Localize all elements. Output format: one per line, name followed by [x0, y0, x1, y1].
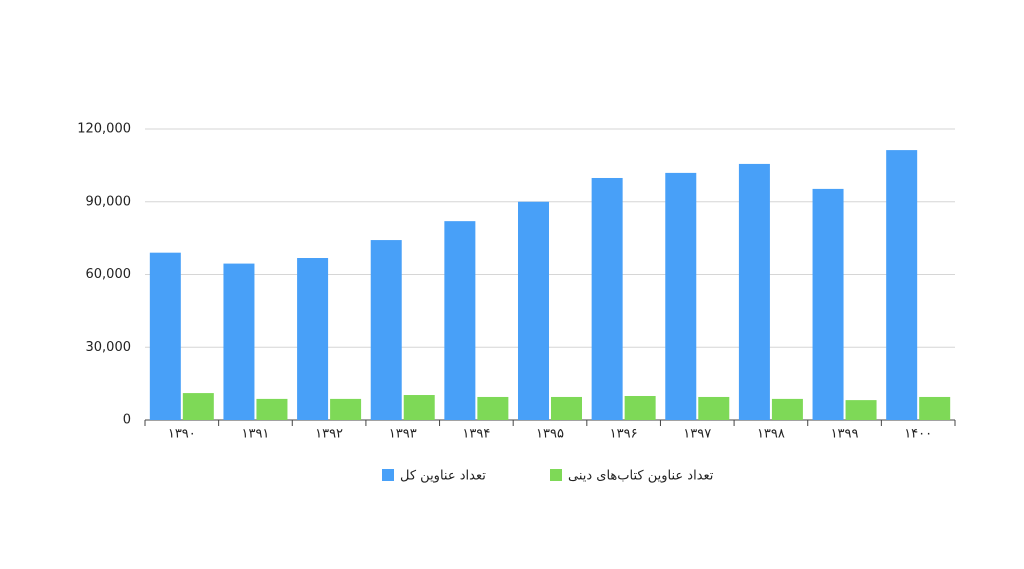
- y-tick-label: 0: [123, 413, 131, 428]
- bar: [477, 396, 509, 420]
- bar: [771, 398, 803, 420]
- x-tick-label: ۱۴۰۰: [904, 427, 932, 442]
- x-tick-label: ۱۳۹۳: [389, 427, 417, 442]
- x-tick-label: ۱۳۹۶: [610, 427, 638, 442]
- legend-swatch: [382, 469, 394, 481]
- bar: [223, 263, 255, 420]
- legend-label: تعداد عناوین کل: [400, 469, 486, 484]
- x-tick-label: ۱۳۹۵: [536, 427, 564, 442]
- bar: [149, 252, 181, 420]
- bar: [812, 188, 844, 420]
- bar: [518, 201, 549, 420]
- x-tick-label: ۱۳۹۰: [168, 427, 196, 442]
- y-tick-label: 90,000: [86, 194, 132, 209]
- y-tick-label: 60,000: [86, 267, 132, 282]
- x-tick-label: ۱۳۹۴: [462, 427, 490, 442]
- bar: [886, 150, 918, 420]
- y-tick-label: 120,000: [77, 122, 131, 137]
- bar: [330, 398, 362, 420]
- bar: [444, 221, 476, 420]
- bar: [182, 393, 214, 420]
- y-tick-label: 30,000: [86, 340, 132, 355]
- bar: [624, 395, 656, 420]
- x-tick-label: ۱۳۹۲: [315, 427, 343, 442]
- legend-swatch: [550, 469, 562, 481]
- bar: [370, 240, 402, 420]
- bar: [403, 395, 435, 420]
- bar: [919, 396, 951, 420]
- x-tick-label: ۱۳۹۷: [683, 427, 711, 442]
- x-tick-label: ۱۳۹۸: [757, 427, 785, 442]
- bar: [297, 258, 329, 420]
- x-tick-label: ۱۳۹۱: [241, 427, 269, 442]
- x-tick-label: ۱۳۹۹: [831, 427, 859, 442]
- bar: [665, 172, 697, 420]
- bar: [591, 177, 623, 420]
- bar: [845, 400, 877, 420]
- bar: [738, 163, 770, 421]
- bar: [551, 396, 582, 420]
- bar: [698, 396, 730, 420]
- bar: [256, 398, 288, 420]
- legend-label: تعداد عناوین کتاب‌های دینی: [568, 469, 714, 484]
